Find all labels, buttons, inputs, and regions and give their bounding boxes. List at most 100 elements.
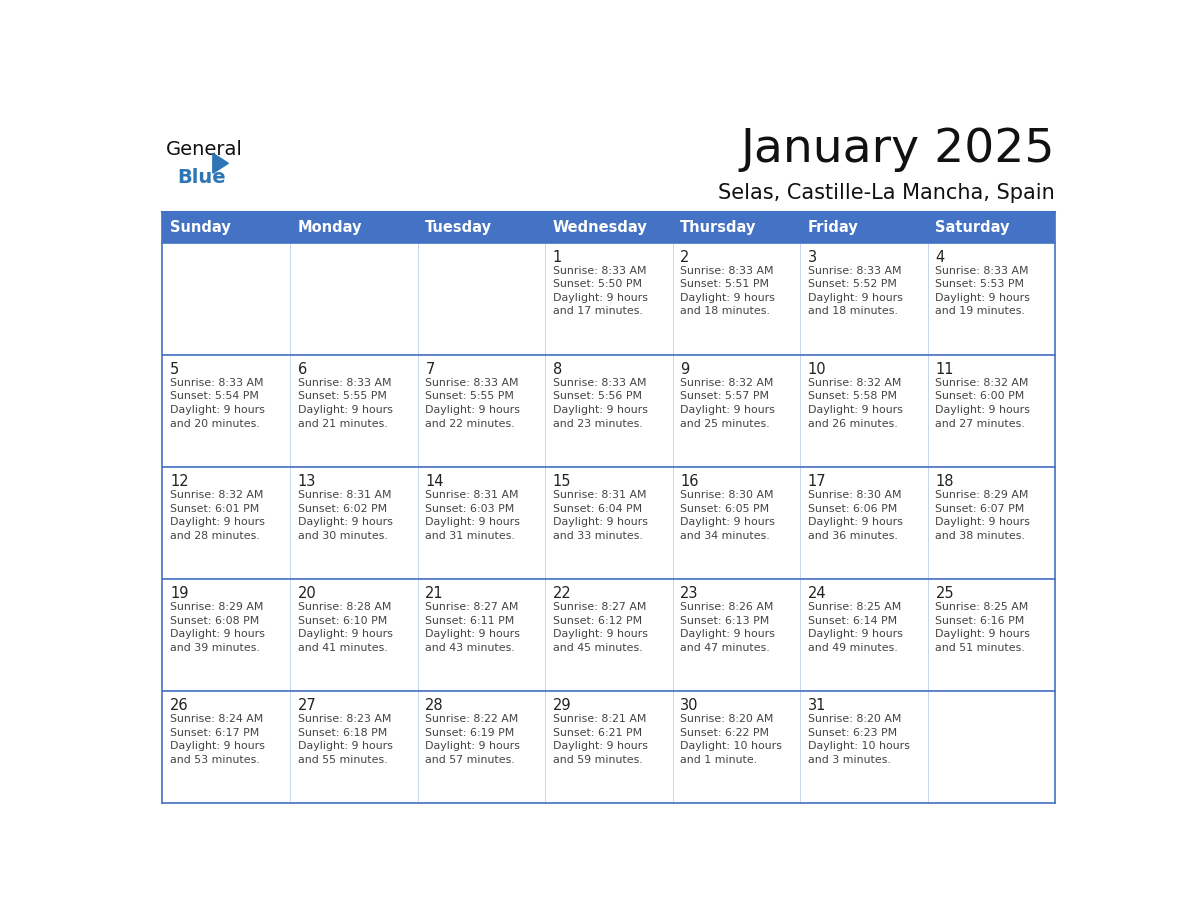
Text: 2: 2	[681, 250, 690, 264]
Bar	[672, 354, 801, 467]
Bar	[545, 579, 672, 691]
Text: Sunrise: 8:33 AM
Sunset: 5:54 PM
Daylight: 9 hours
and 20 minutes.: Sunrise: 8:33 AM Sunset: 5:54 PM Dayligh…	[170, 378, 265, 429]
Text: Sunrise: 8:30 AM
Sunset: 6:06 PM
Daylight: 9 hours
and 36 minutes.: Sunrise: 8:30 AM Sunset: 6:06 PM Dayligh…	[808, 490, 903, 541]
Text: 6: 6	[298, 362, 307, 376]
Bar	[801, 467, 928, 579]
Text: 9: 9	[681, 362, 689, 376]
Bar	[163, 212, 290, 242]
Text: 4: 4	[935, 250, 944, 264]
Text: 26: 26	[170, 698, 189, 713]
Bar	[928, 579, 1055, 691]
Text: 17: 17	[808, 474, 827, 488]
Bar	[545, 242, 672, 354]
Text: Sunrise: 8:32 AM
Sunset: 6:01 PM
Daylight: 9 hours
and 28 minutes.: Sunrise: 8:32 AM Sunset: 6:01 PM Dayligh…	[170, 490, 265, 541]
Text: 7: 7	[425, 362, 435, 376]
Text: Sunrise: 8:21 AM
Sunset: 6:21 PM
Daylight: 9 hours
and 59 minutes.: Sunrise: 8:21 AM Sunset: 6:21 PM Dayligh…	[552, 714, 647, 765]
Bar	[801, 242, 928, 354]
Text: Thursday: Thursday	[681, 219, 757, 235]
Text: 5: 5	[170, 362, 179, 376]
Bar	[545, 212, 672, 242]
Text: 19: 19	[170, 586, 189, 601]
Bar	[801, 691, 928, 803]
Text: Sunrise: 8:32 AM
Sunset: 5:57 PM
Daylight: 9 hours
and 25 minutes.: Sunrise: 8:32 AM Sunset: 5:57 PM Dayligh…	[681, 378, 776, 429]
Bar	[545, 467, 672, 579]
Text: Sunrise: 8:20 AM
Sunset: 6:22 PM
Daylight: 10 hours
and 1 minute.: Sunrise: 8:20 AM Sunset: 6:22 PM Dayligh…	[681, 714, 783, 765]
Text: 14: 14	[425, 474, 444, 488]
Text: Sunrise: 8:32 AM
Sunset: 5:58 PM
Daylight: 9 hours
and 26 minutes.: Sunrise: 8:32 AM Sunset: 5:58 PM Dayligh…	[808, 378, 903, 429]
Text: Sunrise: 8:33 AM
Sunset: 5:52 PM
Daylight: 9 hours
and 18 minutes.: Sunrise: 8:33 AM Sunset: 5:52 PM Dayligh…	[808, 265, 903, 317]
Bar	[290, 354, 417, 467]
Text: Tuesday: Tuesday	[425, 219, 492, 235]
Text: Selas, Castille-La Mancha, Spain: Selas, Castille-La Mancha, Spain	[719, 184, 1055, 203]
Text: Wednesday: Wednesday	[552, 219, 647, 235]
Text: 11: 11	[935, 362, 954, 376]
Text: Sunrise: 8:20 AM
Sunset: 6:23 PM
Daylight: 10 hours
and 3 minutes.: Sunrise: 8:20 AM Sunset: 6:23 PM Dayligh…	[808, 714, 910, 765]
Text: General: General	[166, 140, 244, 159]
Text: 12: 12	[170, 474, 189, 488]
Text: 27: 27	[298, 698, 316, 713]
Text: Sunrise: 8:24 AM
Sunset: 6:17 PM
Daylight: 9 hours
and 53 minutes.: Sunrise: 8:24 AM Sunset: 6:17 PM Dayligh…	[170, 714, 265, 765]
Bar	[672, 691, 801, 803]
Bar	[290, 242, 417, 354]
Bar	[801, 354, 928, 467]
Bar	[545, 691, 672, 803]
Bar	[163, 691, 290, 803]
Text: 21: 21	[425, 586, 444, 601]
Text: 28: 28	[425, 698, 444, 713]
Bar	[928, 467, 1055, 579]
Text: Sunrise: 8:23 AM
Sunset: 6:18 PM
Daylight: 9 hours
and 55 minutes.: Sunrise: 8:23 AM Sunset: 6:18 PM Dayligh…	[298, 714, 393, 765]
Bar	[290, 467, 417, 579]
Bar	[672, 212, 801, 242]
Bar	[417, 242, 545, 354]
Text: Monday: Monday	[298, 219, 362, 235]
Text: Sunrise: 8:25 AM
Sunset: 6:16 PM
Daylight: 9 hours
and 51 minutes.: Sunrise: 8:25 AM Sunset: 6:16 PM Dayligh…	[935, 602, 1030, 653]
Bar	[545, 354, 672, 467]
Text: Sunrise: 8:33 AM
Sunset: 5:53 PM
Daylight: 9 hours
and 19 minutes.: Sunrise: 8:33 AM Sunset: 5:53 PM Dayligh…	[935, 265, 1030, 317]
Text: Sunrise: 8:29 AM
Sunset: 6:07 PM
Daylight: 9 hours
and 38 minutes.: Sunrise: 8:29 AM Sunset: 6:07 PM Dayligh…	[935, 490, 1030, 541]
Text: 8: 8	[552, 362, 562, 376]
Text: Sunrise: 8:33 AM
Sunset: 5:50 PM
Daylight: 9 hours
and 17 minutes.: Sunrise: 8:33 AM Sunset: 5:50 PM Dayligh…	[552, 265, 647, 317]
Bar	[672, 579, 801, 691]
Text: 16: 16	[681, 474, 699, 488]
Bar	[163, 354, 290, 467]
Bar	[417, 579, 545, 691]
Text: Sunrise: 8:27 AM
Sunset: 6:12 PM
Daylight: 9 hours
and 45 minutes.: Sunrise: 8:27 AM Sunset: 6:12 PM Dayligh…	[552, 602, 647, 653]
Text: Saturday: Saturday	[935, 219, 1010, 235]
Bar	[417, 467, 545, 579]
Text: 22: 22	[552, 586, 571, 601]
Bar	[417, 691, 545, 803]
Bar	[290, 691, 417, 803]
Text: 20: 20	[298, 586, 316, 601]
Bar	[801, 579, 928, 691]
Text: 31: 31	[808, 698, 827, 713]
Text: 13: 13	[298, 474, 316, 488]
Text: Sunrise: 8:31 AM
Sunset: 6:03 PM
Daylight: 9 hours
and 31 minutes.: Sunrise: 8:31 AM Sunset: 6:03 PM Dayligh…	[425, 490, 520, 541]
Bar	[163, 467, 290, 579]
Polygon shape	[213, 153, 228, 174]
Text: Sunrise: 8:30 AM
Sunset: 6:05 PM
Daylight: 9 hours
and 34 minutes.: Sunrise: 8:30 AM Sunset: 6:05 PM Dayligh…	[681, 490, 776, 541]
Text: 23: 23	[681, 586, 699, 601]
Text: 30: 30	[681, 698, 699, 713]
Text: 10: 10	[808, 362, 827, 376]
Text: Sunrise: 8:29 AM
Sunset: 6:08 PM
Daylight: 9 hours
and 39 minutes.: Sunrise: 8:29 AM Sunset: 6:08 PM Dayligh…	[170, 602, 265, 653]
Text: Sunrise: 8:33 AM
Sunset: 5:51 PM
Daylight: 9 hours
and 18 minutes.: Sunrise: 8:33 AM Sunset: 5:51 PM Dayligh…	[681, 265, 776, 317]
Bar	[928, 691, 1055, 803]
Text: 18: 18	[935, 474, 954, 488]
Bar	[672, 467, 801, 579]
Text: Sunrise: 8:27 AM
Sunset: 6:11 PM
Daylight: 9 hours
and 43 minutes.: Sunrise: 8:27 AM Sunset: 6:11 PM Dayligh…	[425, 602, 520, 653]
Text: 1: 1	[552, 250, 562, 264]
Text: Sunrise: 8:31 AM
Sunset: 6:02 PM
Daylight: 9 hours
and 30 minutes.: Sunrise: 8:31 AM Sunset: 6:02 PM Dayligh…	[298, 490, 393, 541]
Text: Sunrise: 8:33 AM
Sunset: 5:56 PM
Daylight: 9 hours
and 23 minutes.: Sunrise: 8:33 AM Sunset: 5:56 PM Dayligh…	[552, 378, 647, 429]
Text: Sunrise: 8:33 AM
Sunset: 5:55 PM
Daylight: 9 hours
and 21 minutes.: Sunrise: 8:33 AM Sunset: 5:55 PM Dayligh…	[298, 378, 393, 429]
Bar	[290, 579, 417, 691]
Text: Sunrise: 8:26 AM
Sunset: 6:13 PM
Daylight: 9 hours
and 47 minutes.: Sunrise: 8:26 AM Sunset: 6:13 PM Dayligh…	[681, 602, 776, 653]
Text: 29: 29	[552, 698, 571, 713]
Text: 15: 15	[552, 474, 571, 488]
Bar	[928, 212, 1055, 242]
Text: Sunrise: 8:28 AM
Sunset: 6:10 PM
Daylight: 9 hours
and 41 minutes.: Sunrise: 8:28 AM Sunset: 6:10 PM Dayligh…	[298, 602, 393, 653]
Text: Sunrise: 8:33 AM
Sunset: 5:55 PM
Daylight: 9 hours
and 22 minutes.: Sunrise: 8:33 AM Sunset: 5:55 PM Dayligh…	[425, 378, 520, 429]
Bar	[417, 354, 545, 467]
Text: 24: 24	[808, 586, 827, 601]
Text: Sunrise: 8:22 AM
Sunset: 6:19 PM
Daylight: 9 hours
and 57 minutes.: Sunrise: 8:22 AM Sunset: 6:19 PM Dayligh…	[425, 714, 520, 765]
Bar	[928, 354, 1055, 467]
